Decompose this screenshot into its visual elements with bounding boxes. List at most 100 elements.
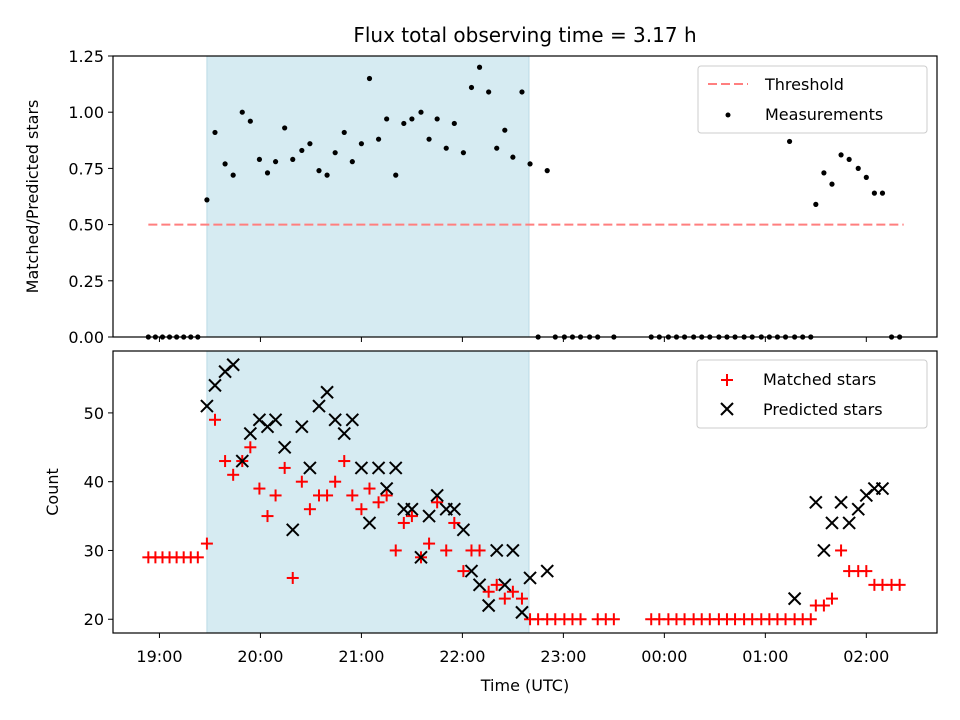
y-tick-label: 1.25	[68, 47, 104, 66]
measurement-point	[290, 156, 296, 163]
count-axes-frame	[112, 350, 938, 634]
measurement-point	[460, 150, 467, 156]
ratio-y-axis-ticks: 0.00 0.25 0.50 0.75 1.00 1.25	[68, 47, 113, 347]
predicted-star-point	[825, 516, 839, 530]
measurement-point	[409, 116, 415, 122]
predicted-star-point	[447, 502, 462, 516]
matched-star-point	[893, 578, 906, 591]
measurement-point	[813, 201, 819, 207]
x-tick-label: 19:00	[136, 647, 182, 666]
matched-star-point	[278, 461, 291, 474]
x-tick-label: 00:00	[641, 647, 687, 666]
matched-star-point	[346, 489, 359, 502]
measurement-point	[222, 161, 228, 167]
predicted-star-point	[277, 440, 292, 454]
matched-star-point	[473, 544, 486, 557]
predicted-star-point	[312, 399, 326, 413]
measurement-point	[486, 89, 492, 95]
measurement-point	[212, 129, 218, 136]
ratio-y-axis-label: Matched/Predicted stars	[23, 100, 42, 294]
count-legend-box	[696, 359, 928, 429]
measurement-point	[838, 152, 844, 158]
measurement-point	[502, 127, 508, 133]
predicted-star-point	[405, 502, 419, 516]
measurement-point	[247, 118, 253, 124]
predicted-star-point	[379, 481, 394, 496]
measurement-point	[863, 174, 869, 180]
measurement-point	[384, 116, 390, 122]
matched-star-point	[219, 455, 232, 468]
x-tick-label: 01:00	[742, 647, 788, 666]
observing-window-shade	[206, 55, 530, 338]
matched-star-point	[440, 544, 453, 557]
measurement-point	[527, 161, 533, 167]
predicted-star-point	[809, 495, 823, 510]
matched-star-point	[506, 585, 519, 598]
measurement-point	[468, 84, 475, 91]
matched-star-point	[227, 468, 240, 481]
x-tick-label: 02:00	[843, 647, 889, 666]
measurement-point	[316, 168, 322, 174]
y-tick-label: 40	[84, 473, 104, 492]
predicted-star-point	[481, 598, 496, 613]
ratio-panel: 0.00 0.25 0.50 0.75 1.00 1.25 Matched/Predict…	[23, 47, 938, 347]
measurement-point	[307, 141, 313, 147]
predicted-star-point	[320, 385, 334, 399]
predicted-stars-series	[200, 358, 890, 620]
matched-star-point	[515, 592, 528, 605]
measurement-point	[879, 190, 886, 196]
count-panel: 20 30 40 50 19:00 20:00 21:00 22:00 23:00 00:00 0…	[43, 350, 938, 695]
measurement-point	[239, 109, 245, 115]
matched-star-point	[482, 585, 495, 598]
x-tick-label: 21:00	[338, 647, 384, 666]
predicted-star-point	[875, 481, 890, 496]
matched-star-point	[825, 592, 838, 605]
matched-star-point	[372, 496, 385, 509]
time-x-axis-label: Time (UTC)	[480, 676, 569, 695]
predicted-star-point	[842, 516, 856, 530]
predicted-star-point	[834, 495, 848, 510]
predicted-star-point	[243, 426, 258, 441]
measurement-point	[829, 181, 835, 187]
measurement-point	[401, 120, 407, 127]
matched-star-point	[490, 578, 503, 591]
ratio-legend-box	[697, 65, 928, 134]
measurement-point	[871, 190, 877, 196]
x-tick-label: 23:00	[540, 647, 586, 666]
measurement-point	[272, 159, 279, 165]
matched-star-point	[457, 565, 470, 578]
measurement-point	[332, 150, 338, 156]
measurement-point	[366, 75, 373, 82]
matched-star-point	[355, 503, 368, 516]
measurement-point	[510, 154, 516, 160]
y-tick-label: 0.25	[68, 272, 104, 291]
matched-star-point	[431, 496, 444, 509]
measurement-point	[443, 145, 449, 151]
matched-star-point	[860, 565, 873, 578]
predicted-star-point	[456, 523, 471, 537]
matched-star-point	[269, 489, 282, 502]
observing-window-shade	[206, 350, 530, 634]
measurement-point	[299, 147, 305, 154]
y-tick-label: 20	[84, 610, 104, 629]
predicted-star-point	[226, 358, 240, 372]
matched-star-point	[295, 475, 308, 488]
predicted-star-point	[354, 461, 369, 475]
measurement-point	[349, 159, 355, 165]
matched-star-point	[804, 613, 817, 626]
y-tick-label: 30	[84, 541, 104, 560]
matched-star-point	[200, 537, 213, 550]
predicted-star-point	[200, 399, 214, 413]
y-tick-label: 50	[84, 404, 104, 423]
matched-star-point	[329, 475, 342, 488]
matched-star-point	[338, 455, 351, 468]
matched-star-point	[303, 503, 316, 516]
time-x-axis-ticks: 19:00 20:00 21:00 22:00 23:00 00:00 01:00 02:00	[136, 633, 889, 666]
predicted-star-point	[235, 454, 249, 468]
matched-stars-series	[142, 413, 906, 626]
matched-star-point	[389, 544, 402, 557]
x-tick-label: 20:00	[237, 647, 283, 666]
predicted-star-point	[371, 461, 386, 475]
predicted-star-point	[506, 543, 520, 558]
